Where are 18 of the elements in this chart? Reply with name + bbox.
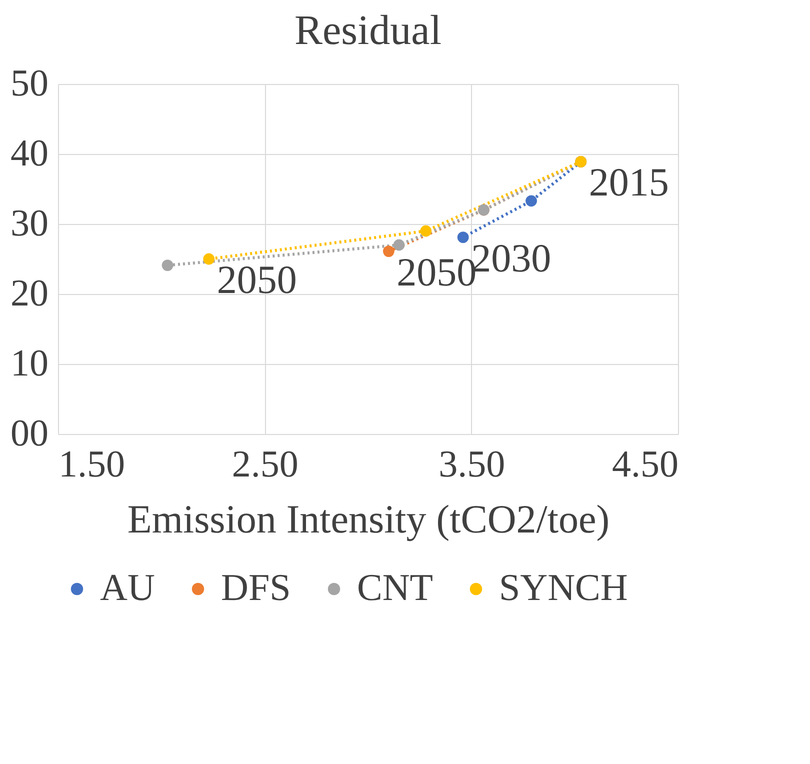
- x-axis-title: Emission Intensity (tCO2/toe): [127, 496, 610, 542]
- x-tick-label: 4.50: [612, 444, 678, 486]
- y-tick-label: 20: [10, 272, 48, 314]
- y-tick-label: 10: [10, 342, 48, 384]
- legend-label: DFS: [221, 567, 291, 609]
- x-tick-label: 1.50: [58, 444, 125, 486]
- y-tick-label: 40: [10, 132, 48, 174]
- annotation: 2050: [216, 257, 297, 302]
- y-tick-label: 50: [10, 62, 48, 104]
- legend-label: CNT: [357, 567, 433, 609]
- x-tick-label: 3.50: [438, 444, 506, 486]
- y-tick-label: 30: [10, 202, 48, 244]
- y-tick-label: 00: [10, 412, 48, 454]
- x-tick-label: 2.50: [232, 444, 298, 486]
- legend-label: SYNCH: [499, 567, 628, 609]
- legend-label: AU: [100, 567, 155, 609]
- annotation: 2015: [588, 160, 669, 205]
- chart-title: Residual: [294, 8, 442, 54]
